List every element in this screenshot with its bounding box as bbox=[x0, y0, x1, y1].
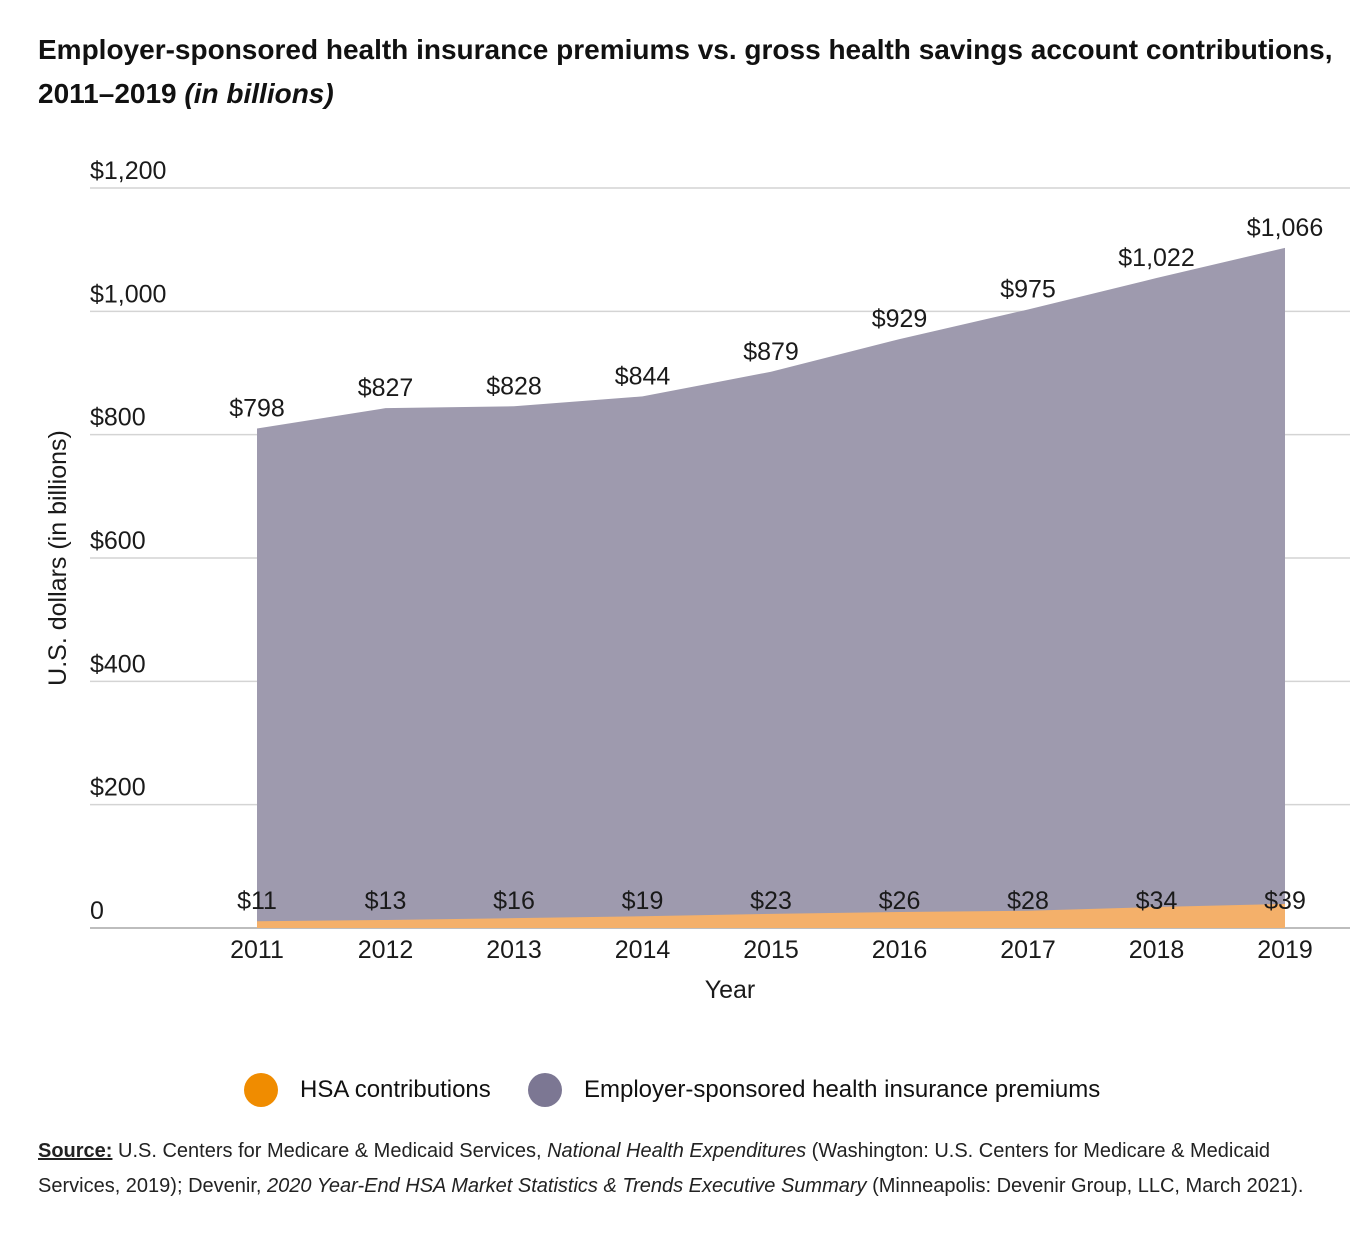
y-tick-label-400: $400 bbox=[90, 650, 146, 678]
area-premiums bbox=[257, 247, 1285, 929]
source-text-2: (Washington: U.S. Centers for Medicare &… bbox=[38, 1140, 1271, 1197]
source-title-2: 2020 Year-End HSA Market Statistics & Tr… bbox=[267, 1175, 867, 1197]
chart-legend: HSA contributions Employer-sponsored hea… bbox=[0, 1068, 1372, 1112]
x-tick-label-2011: 2011 bbox=[230, 936, 284, 964]
x-tick-label-2016: 2016 bbox=[872, 936, 928, 964]
source-text-1: U.S. Centers for Medicare & Medicaid Ser… bbox=[112, 1140, 548, 1162]
source-title-1: National Health Expenditures bbox=[547, 1140, 807, 1162]
source-note: Source: U.S. Centers for Medicare & Medi… bbox=[38, 1134, 1338, 1204]
chart-title: Employer-sponsored health insurance prem… bbox=[38, 28, 1338, 116]
legend-swatch-premiums-icon bbox=[528, 1073, 562, 1107]
x-tick-label-2017: 2017 bbox=[1000, 936, 1056, 964]
x-axis-tick-labels: 2011 2012 2013 2014 2015 2016 2017 2018 2019 bbox=[230, 936, 1313, 964]
premium-label-2019: $1,066 bbox=[1247, 214, 1323, 242]
y-tick-label-1200: $1,200 bbox=[90, 157, 166, 185]
x-tick-label-2015: 2015 bbox=[743, 936, 799, 964]
hsa-label-2011: $11 bbox=[237, 887, 277, 915]
legend-item-premiums: Employer-sponsored health insurance prem… bbox=[528, 1068, 1100, 1112]
source-label: Source: bbox=[38, 1140, 113, 1162]
x-tick-label-2019: 2019 bbox=[1257, 936, 1313, 964]
source-text-3: (Minneapolis: Devenir Group, LLC, March … bbox=[866, 1175, 1304, 1197]
x-tick-label-2014: 2014 bbox=[615, 936, 671, 964]
premium-label-2012: $827 bbox=[358, 374, 414, 402]
hsa-label-2016: $26 bbox=[879, 887, 921, 915]
area-hsa bbox=[257, 903, 1285, 928]
x-tick-label-2018: 2018 bbox=[1129, 936, 1185, 964]
premium-label-2016: $929 bbox=[872, 305, 928, 333]
area-chart: 0 $200 $400 $600 $800 $1,000 $1,200 $798 $827 $8… bbox=[44, 157, 1350, 1004]
premium-label-2013: $828 bbox=[486, 372, 542, 400]
y-tick-label-0: 0 bbox=[90, 897, 104, 925]
hsa-label-2018: $34 bbox=[1136, 887, 1178, 915]
chart-title-unit: (in billions) bbox=[184, 78, 334, 109]
hsa-label-2013: $16 bbox=[493, 887, 535, 915]
hsa-label-2015: $23 bbox=[750, 887, 792, 915]
hsa-label-2019: $39 bbox=[1264, 887, 1306, 915]
premium-label-2018: $1,022 bbox=[1118, 244, 1194, 272]
y-tick-label-800: $800 bbox=[90, 404, 146, 432]
y-tick-label-600: $600 bbox=[90, 527, 146, 555]
legend-label-hsa: HSA contributions bbox=[300, 1076, 491, 1103]
x-axis-label: Year bbox=[705, 976, 756, 1004]
data-labels: $798 $827 $828 $844 $879 $929 $975 $1,022 $1,066… bbox=[229, 214, 1323, 915]
y-axis-tick-labels: 0 $200 $400 $600 $800 $1,000 $1,200 bbox=[90, 157, 166, 925]
legend-label-premiums: Employer-sponsored health insurance prem… bbox=[584, 1076, 1101, 1103]
x-tick-label-2013: 2013 bbox=[486, 936, 542, 964]
legend-item-hsa: HSA contributions bbox=[244, 1068, 491, 1112]
hsa-label-2012: $13 bbox=[365, 887, 407, 915]
x-tick-label-2012: 2012 bbox=[358, 936, 414, 964]
y-axis-label: U.S. dollars (in billions) bbox=[44, 430, 72, 686]
y-tick-label-1000: $1,000 bbox=[90, 280, 166, 308]
premium-label-2014: $844 bbox=[615, 362, 671, 390]
premium-label-2017: $975 bbox=[1000, 275, 1056, 303]
chart-title-main: Employer-sponsored health insurance prem… bbox=[38, 34, 1333, 109]
hsa-label-2014: $19 bbox=[622, 887, 664, 915]
legend-swatch-hsa-icon bbox=[244, 1073, 278, 1107]
hsa-label-2017: $28 bbox=[1007, 887, 1049, 915]
y-tick-label-200: $200 bbox=[90, 774, 146, 802]
premium-label-2015: $879 bbox=[743, 338, 799, 366]
premium-label-2011: $798 bbox=[229, 395, 285, 423]
data-areas bbox=[257, 247, 1285, 929]
